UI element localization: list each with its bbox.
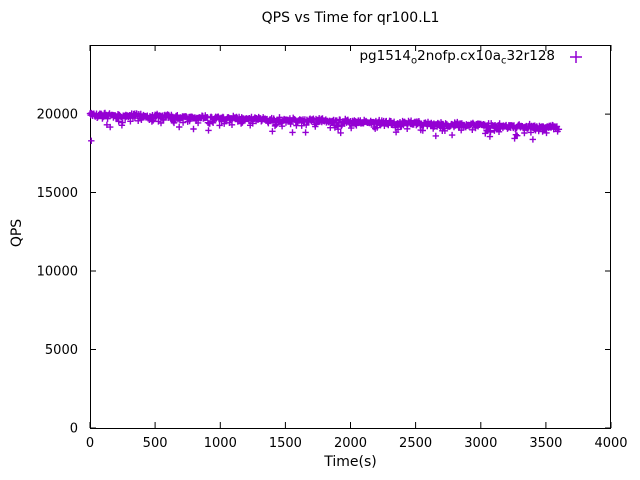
legend-series-label: pg1514o2nofp.cx10ac32r128 xyxy=(359,47,555,67)
legend-label-text: 32r128 xyxy=(506,48,556,64)
legend-label-subscript: o xyxy=(410,55,418,67)
y-tick-label: 0 xyxy=(70,422,78,437)
chart-title: QPS vs Time for qr100.L1 xyxy=(261,10,440,26)
x-tick-label: 2000 xyxy=(334,436,367,451)
x-tick-label: 2500 xyxy=(399,436,432,451)
y-tick-label: 5000 xyxy=(45,343,78,358)
x-tick-label: 1500 xyxy=(269,436,302,451)
axis-ticks xyxy=(89,45,612,429)
y-tick-label: 10000 xyxy=(37,265,78,280)
axis-frame xyxy=(90,45,611,429)
legend: pg1514o2nofp.cx10ac32r128 xyxy=(359,47,584,67)
legend-label-text: pg1514 xyxy=(359,48,411,64)
axis-tick-labels: 0 500 1000 1500 2000 2500 3000 3500 4000 0 5000 100… xyxy=(37,108,628,451)
x-tick-label: 500 xyxy=(143,436,168,451)
x-tick-label: 4000 xyxy=(594,436,627,451)
y-tick-label: 20000 xyxy=(37,108,78,123)
legend-marker-path xyxy=(570,50,582,63)
x-tick-label: 3500 xyxy=(529,436,562,451)
data-points xyxy=(86,109,563,144)
x-tick-label: 3000 xyxy=(464,436,497,451)
legend-label-subscript: c xyxy=(501,55,507,67)
x-tick-label: 0 xyxy=(86,436,94,451)
x-axis-label: Time(s) xyxy=(324,454,377,470)
y-tick-label: 15000 xyxy=(37,186,78,201)
data-series xyxy=(86,109,563,144)
x-tick-label: 1000 xyxy=(204,436,237,451)
legend-label-text: 2nofp.cx10a xyxy=(417,48,501,64)
legend-plus-marker-icon xyxy=(570,50,582,63)
